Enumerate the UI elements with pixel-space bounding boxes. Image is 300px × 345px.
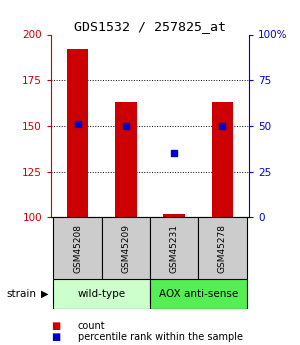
Text: GSM45209: GSM45209 xyxy=(122,224,130,273)
Text: ■: ■ xyxy=(51,333,60,342)
Text: AOX anti-sense: AOX anti-sense xyxy=(159,289,238,299)
Title: GDS1532 / 257825_at: GDS1532 / 257825_at xyxy=(74,20,226,33)
Bar xyxy=(150,279,247,309)
Text: ▶: ▶ xyxy=(40,289,48,299)
Text: GSM45278: GSM45278 xyxy=(218,224,227,273)
Text: strain: strain xyxy=(6,289,36,299)
Bar xyxy=(212,102,233,217)
Bar xyxy=(150,217,198,279)
Bar xyxy=(102,217,150,279)
Text: count: count xyxy=(78,321,106,331)
Text: wild-type: wild-type xyxy=(78,289,126,299)
Text: ■: ■ xyxy=(51,321,60,331)
Bar xyxy=(198,217,247,279)
Text: GSM45231: GSM45231 xyxy=(169,224,178,273)
Text: GSM45208: GSM45208 xyxy=(73,224,82,273)
Text: percentile rank within the sample: percentile rank within the sample xyxy=(78,333,243,342)
Bar xyxy=(115,102,137,217)
Bar xyxy=(53,279,150,309)
Bar xyxy=(53,217,102,279)
Bar xyxy=(67,49,88,217)
Bar xyxy=(163,214,185,217)
